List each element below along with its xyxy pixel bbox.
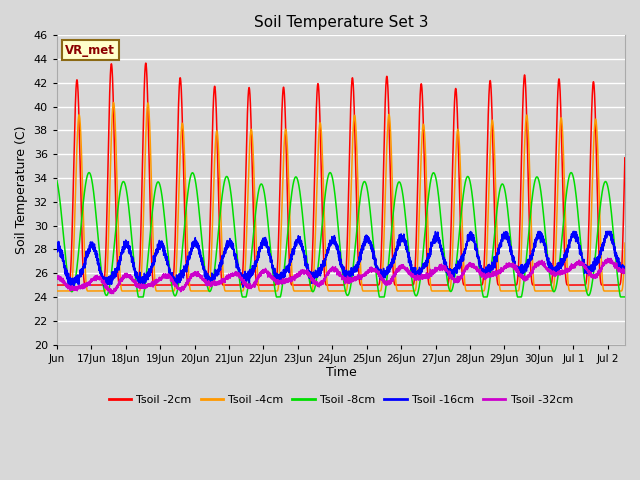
Text: VR_met: VR_met — [65, 44, 115, 57]
Y-axis label: Soil Temperature (C): Soil Temperature (C) — [15, 126, 28, 254]
Legend: Tsoil -2cm, Tsoil -4cm, Tsoil -8cm, Tsoil -16cm, Tsoil -32cm: Tsoil -2cm, Tsoil -4cm, Tsoil -8cm, Tsoi… — [104, 390, 578, 409]
X-axis label: Time: Time — [326, 366, 356, 379]
Title: Soil Temperature Set 3: Soil Temperature Set 3 — [253, 15, 428, 30]
